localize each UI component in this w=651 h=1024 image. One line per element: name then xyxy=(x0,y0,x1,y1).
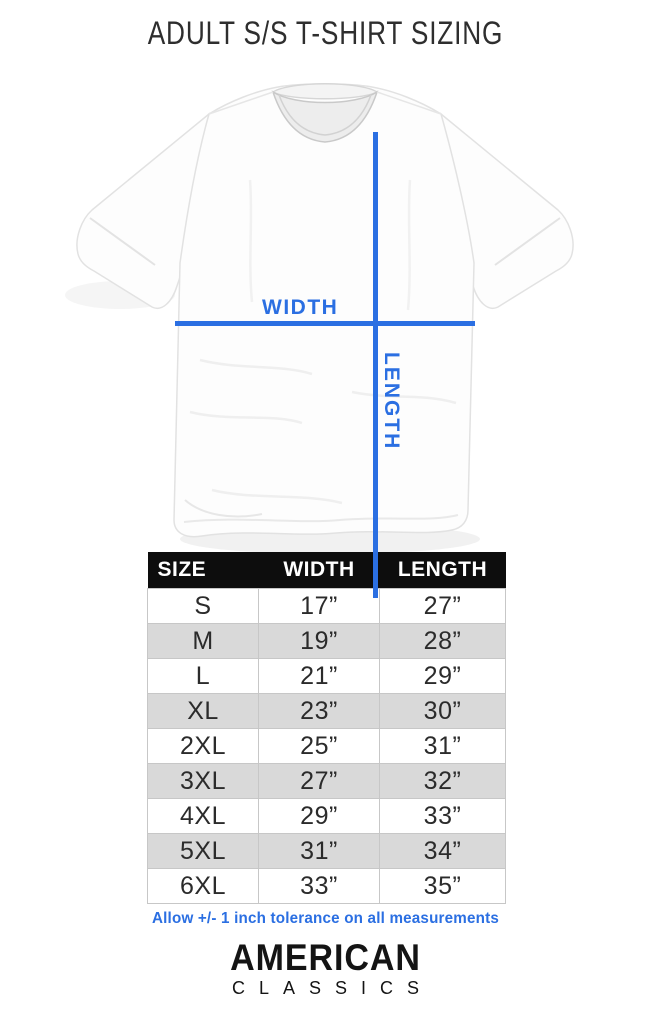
size-cell: 2XL xyxy=(147,728,259,764)
width-cell: 19” xyxy=(258,623,380,659)
tolerance-note: Allow +/- 1 inch tolerance on all measur… xyxy=(151,910,500,927)
size-cell: 3XL xyxy=(147,763,259,799)
width-cell: 17” xyxy=(258,588,380,624)
brand-logo: AMERICAN CLASSICS xyxy=(0,937,651,999)
brand-name-primary: AMERICAN xyxy=(230,937,421,978)
table-row: L 21” 29” xyxy=(147,658,506,694)
size-cell: L xyxy=(147,658,259,694)
table-row: S 17” 27” xyxy=(147,588,506,624)
size-cell: 6XL xyxy=(147,868,259,904)
width-cell: 23” xyxy=(258,693,380,729)
length-cell: 35” xyxy=(379,868,506,904)
size-cell: S xyxy=(147,588,259,624)
width-cell: 33” xyxy=(258,868,380,904)
width-cell: 31” xyxy=(258,833,380,869)
table-row: 2XL 25” 31” xyxy=(147,728,506,764)
header-width: WIDTH xyxy=(258,552,380,589)
brand-name-secondary: CLASSICS xyxy=(231,978,434,998)
size-cell: 5XL xyxy=(147,833,259,869)
size-cell: 4XL xyxy=(147,798,259,834)
length-cell: 32” xyxy=(379,763,506,799)
table-header-row: SIZE WIDTH LENGTH xyxy=(147,552,506,589)
length-label: LENGTH xyxy=(380,352,403,451)
table-row: 3XL 27” 32” xyxy=(147,763,506,799)
width-cell: 29” xyxy=(258,798,380,834)
table-row: 5XL 31” 34” xyxy=(147,833,506,869)
width-label: WIDTH xyxy=(262,296,339,319)
width-cell: 21” xyxy=(258,658,380,694)
tshirt-graphic xyxy=(65,83,574,554)
length-cell: 31” xyxy=(379,728,506,764)
size-table: SIZE WIDTH LENGTH S 17” 27” M 19” 28” L … xyxy=(147,552,506,904)
width-cell: 27” xyxy=(258,763,380,799)
length-measure-line xyxy=(373,132,378,598)
header-length: LENGTH xyxy=(379,552,506,589)
table-row: XL 23” 30” xyxy=(147,693,506,729)
page-title: ADULT S/S T-SHIRT SIZING xyxy=(147,15,504,51)
length-cell: 33” xyxy=(379,798,506,834)
length-cell: 30” xyxy=(379,693,506,729)
size-cell: M xyxy=(147,623,259,659)
length-cell: 27” xyxy=(379,588,506,624)
width-measure-line xyxy=(175,321,475,326)
table-row: 4XL 29” 33” xyxy=(147,798,506,834)
header-size: SIZE xyxy=(147,552,259,589)
length-cell: 29” xyxy=(379,658,506,694)
length-cell: 28” xyxy=(379,623,506,659)
size-cell: XL xyxy=(147,693,259,729)
table-row: M 19” 28” xyxy=(147,623,506,659)
tshirt-diagram: WIDTH LENGTH xyxy=(0,60,651,598)
table-row: 6XL 33” 35” xyxy=(147,868,506,904)
width-cell: 25” xyxy=(258,728,380,764)
length-cell: 34” xyxy=(379,833,506,869)
